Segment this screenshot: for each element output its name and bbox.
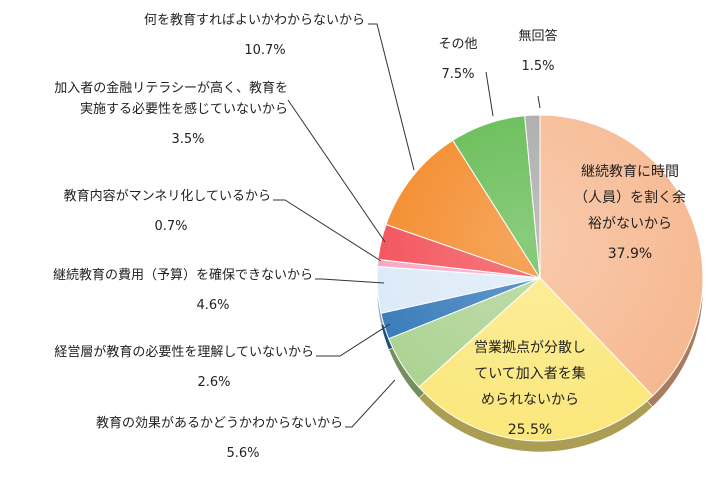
slice-label: 無回答: [518, 28, 557, 44]
slice-label: その他: [438, 37, 477, 52]
slice-label: 教育の効果があるかどうかわからないから: [96, 415, 343, 431]
slice-label: 教育内容がマンネリ化しているから: [64, 188, 271, 204]
leader-line: [368, 23, 415, 171]
slice-label: 実施する必要性を感じていないから: [80, 101, 288, 117]
leader-line: [345, 379, 396, 428]
slice-label: 継続教育に時間: [581, 163, 679, 180]
leader-line: [315, 278, 385, 284]
slice-value-label: 5.6%: [226, 446, 259, 461]
slice-value-label: 3.5%: [171, 132, 204, 147]
slice-label: 裕がないから: [588, 216, 672, 232]
slice-label: 経営層が教育の必要性を理解していないから: [54, 344, 314, 360]
slice-label: められないから: [481, 392, 579, 408]
slice-value-label: 0.7%: [154, 219, 187, 234]
slice-value-label: 2.6%: [197, 375, 230, 390]
slice-label: 何を教育すればよいかわからないから: [144, 12, 365, 28]
leader-line: [273, 199, 382, 262]
slice-value-label: 1.5%: [521, 59, 554, 74]
slice-value-label: 10.7%: [244, 43, 285, 58]
leader-line: [287, 99, 386, 243]
slice-label: ていて加入者を集: [474, 365, 586, 382]
slice-label: 加入者の金融リテラシーが高く、教育を: [54, 80, 288, 96]
leader-line: [485, 71, 494, 117]
slice-label: 営業拠点が分散し: [474, 340, 586, 356]
slice-label: （人員）を割く余: [574, 189, 686, 206]
leader-line: [537, 95, 541, 109]
leader-line: [316, 323, 391, 357]
slice-value-label: 4.6%: [196, 298, 229, 313]
slice-value-label: 37.9%: [608, 246, 652, 262]
slice-label: 継続教育の費用（予算）を確保できないから: [53, 267, 313, 283]
slice-value-label: 7.5%: [441, 67, 474, 82]
slice-value-label: 25.5%: [508, 422, 552, 438]
pie-gloss: [377, 115, 703, 441]
